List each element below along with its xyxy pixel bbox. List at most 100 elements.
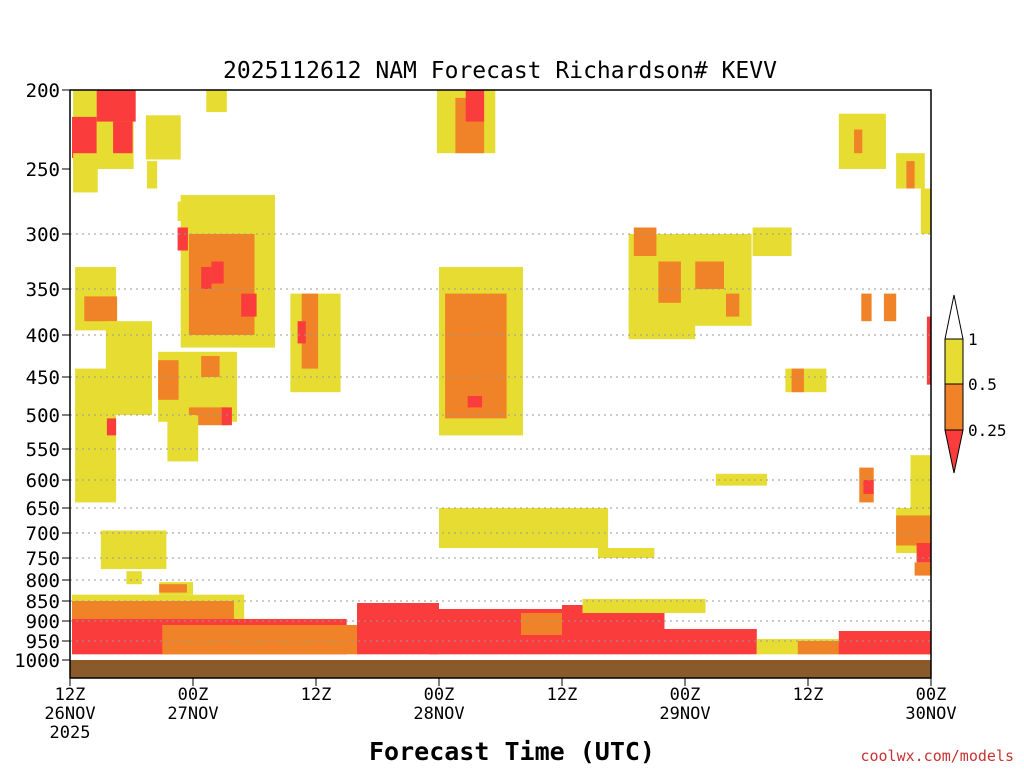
ri-region-yellow-3 — [73, 153, 98, 193]
ri-region-red-72 — [357, 603, 439, 655]
ri-region-yellow-38 — [597, 548, 655, 558]
ri-region-orange-71 — [162, 625, 358, 655]
ri-region-red-4 — [113, 121, 133, 154]
ri-region-red-56 — [926, 316, 931, 385]
y-tick-label-500: 500 — [26, 405, 60, 427]
credit-text: coolwx.com/models — [860, 747, 1014, 765]
ri-region-orange-21 — [158, 360, 179, 400]
ri-region-red-75 — [562, 605, 665, 655]
x-tick-label-12-0: 00Z — [178, 685, 209, 705]
ri-region-orange-61 — [896, 515, 931, 546]
ri-region-yellow-26 — [75, 368, 117, 503]
ri-region-yellow-51 — [920, 188, 932, 234]
ri-region-orange-69 — [72, 601, 234, 621]
ri-region-yellow-76 — [582, 598, 706, 613]
ri-region-orange-29 — [301, 293, 319, 369]
ri-region-orange-41 — [658, 261, 681, 303]
x-axis-label: Forecast Time (UTC) — [369, 737, 655, 766]
ri-region-yellow-65 — [126, 571, 142, 585]
ri-region-red-15 — [211, 261, 224, 284]
ri-region-red-1 — [96, 90, 136, 122]
ri-region-red-14 — [241, 293, 257, 317]
y-axis: 200 250 300 350 400 450 500 550 600 650 700 7508008… — [14, 80, 70, 672]
ri-region-orange-50 — [906, 161, 915, 189]
ri-region-yellow-8 — [146, 161, 158, 189]
y-tick-label-200: 200 — [26, 80, 60, 102]
y-tick-label-950: 950 — [26, 631, 60, 653]
ri-region-red-30 — [297, 321, 306, 344]
ri-region-orange-22 — [201, 356, 220, 377]
legend-level-0.25: 0.25 — [968, 421, 1007, 440]
x-tick-label-36-0: 00Z — [424, 685, 455, 705]
ri-region-red-59 — [863, 480, 874, 494]
chart-title: 2025112612 NAM Forecast Richardson# KEVV — [223, 58, 777, 84]
ri-region-orange-44 — [726, 293, 740, 317]
ri-region-red-36 — [467, 396, 483, 408]
ri-region-orange-23 — [188, 407, 227, 426]
x-tick-label-60-1: 29NOV — [659, 704, 710, 724]
legend-bin-0.5-1 — [944, 338, 964, 385]
ri-region-red-13 — [201, 267, 212, 289]
ri-region-orange-48 — [854, 129, 863, 154]
ri-region-red-24 — [221, 407, 232, 426]
plot-frame — [69, 89, 932, 679]
ri-region-orange-63 — [914, 562, 931, 576]
y-tick-label-800: 800 — [26, 570, 60, 592]
ri-region-orange-17 — [84, 296, 118, 322]
y-tick-label-750: 750 — [26, 548, 60, 570]
ri-region-red-62 — [916, 543, 931, 563]
ri-region-yellow-57 — [910, 455, 931, 513]
ri-region-yellow-46 — [715, 473, 768, 486]
ri-region-yellow-25 — [167, 415, 199, 462]
ri-region-orange-55 — [883, 293, 897, 322]
ri-region-yellow-6 — [145, 115, 181, 160]
legend-bin-below-0.25 — [944, 429, 964, 474]
legend-bin-0.25-0.5 — [944, 383, 964, 431]
y-tick-label-650: 650 — [26, 498, 60, 520]
ri-region-yellow-47 — [838, 113, 886, 169]
x-tick-label-60-0: 00Z — [670, 685, 701, 705]
y-tick-label-700: 700 — [26, 523, 60, 545]
x-tick-label-0-1: 26NOV — [44, 704, 95, 724]
legend-level-1: 1 — [968, 330, 978, 349]
ri-region-yellow-45 — [752, 227, 792, 256]
y-tick-label-300: 300 — [26, 224, 60, 246]
y-tick-label-600: 600 — [26, 470, 60, 492]
legend-bin-above-1 — [944, 294, 964, 340]
y-tick-label-850: 850 — [26, 591, 60, 613]
y-tick-label-1000: 1000 — [14, 650, 60, 672]
ri-region-orange-67 — [159, 584, 187, 593]
y-tick-label-900: 900 — [26, 611, 60, 633]
ri-region-orange-53 — [791, 368, 804, 393]
x-tick-label-12-1: 27NOV — [167, 704, 218, 724]
ri-region-red-33 — [465, 90, 485, 122]
ri-region-orange-74 — [521, 613, 573, 635]
x-tick-label-84-0: 00Z — [916, 685, 947, 705]
ri-region-red-2 — [72, 116, 97, 158]
ri-region-orange-40 — [633, 227, 657, 256]
x-tick-label-24-0: 12Z — [301, 685, 332, 705]
y-tick-label-250: 250 — [26, 159, 60, 181]
y-tick-label-400: 400 — [26, 325, 60, 347]
x-tick-label-48-0: 12Z — [547, 685, 578, 705]
ri-region-yellow-64 — [100, 530, 167, 569]
y-tick-label-450: 450 — [26, 367, 60, 389]
ri-region-red-27 — [106, 418, 117, 436]
plot-area — [69, 89, 932, 679]
ri-region-orange-11 — [188, 234, 255, 335]
ri-region-red-77 — [664, 629, 757, 655]
x-tick-label-36-1: 28NOV — [413, 704, 464, 724]
ri-region-yellow-52 — [785, 368, 827, 393]
x-tick-label-0-0: 12Z — [55, 685, 86, 705]
ri-region-red-80 — [838, 631, 932, 655]
x-tick-label-72-0: 12Z — [793, 685, 824, 705]
colorbar-legend: 1 0.5 0.25 — [944, 294, 1007, 474]
ri-region-red-12 — [177, 227, 188, 251]
y-tick-label-350: 350 — [26, 279, 60, 301]
ri-region-yellow-37 — [439, 508, 609, 548]
ground-surface — [70, 660, 931, 678]
ri-region-orange-54 — [861, 293, 872, 322]
